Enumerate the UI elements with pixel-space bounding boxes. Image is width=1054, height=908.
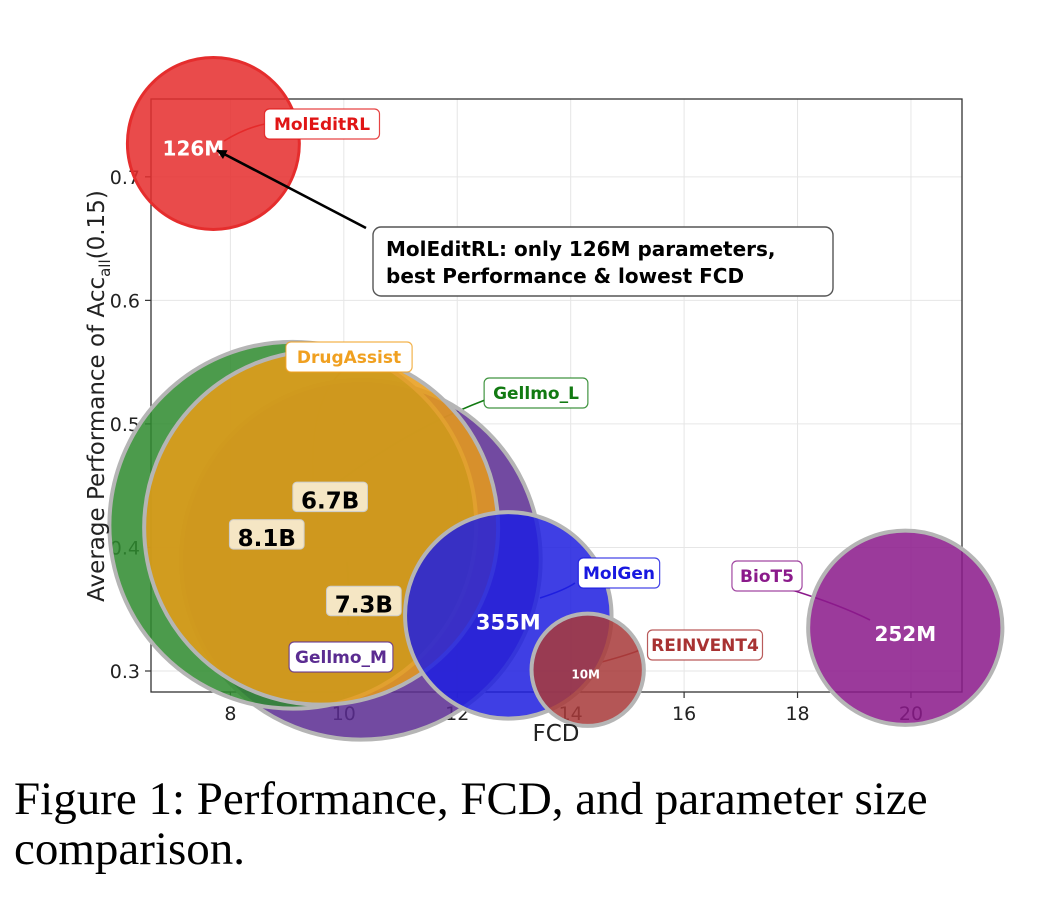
name-tag-box-gellmo-m: [288, 641, 394, 673]
name-tag-box-biot5: [731, 560, 803, 592]
size-label-drugassist: 6.7B: [301, 489, 359, 515]
size-label-reinvent4: 10M: [571, 667, 600, 681]
size-label-molgen: 355M: [476, 611, 541, 635]
x-tick-label: 18: [785, 703, 809, 725]
size-label-moleditrl: 126M: [163, 136, 225, 160]
callout-arrow: [216, 149, 367, 230]
size-label-box-gellmo-l: [228, 519, 305, 550]
size-label-box-gellmo-m: [325, 585, 402, 617]
callout-line-1: MolEditRL: only 126M parameters,: [386, 237, 776, 261]
name-tags: Gellmo_M Gellmo_L DrugAssist MolEditRL MolGe…: [263, 108, 803, 673]
name-tag-gellmo-m: Gellmo_M: [295, 648, 387, 668]
name-tag-box-drugassist: [285, 341, 413, 373]
bubble-biot5: [806, 528, 1005, 727]
name-tag-box-molgen: [577, 557, 661, 589]
bubble-reinvent4: [529, 611, 646, 728]
y-axis-label: Average Performance of Accall(0.15): [84, 190, 114, 602]
y-axis-label-subscript: all: [96, 259, 114, 277]
caption-line-1: Figure 1: Performance, FCD, and paramete…: [14, 773, 928, 825]
size-label-gellmo-l: 8.1B: [238, 526, 296, 552]
x-tick-label: 8: [224, 703, 236, 725]
name-tag-box-moleditrl: [263, 108, 381, 140]
bubble-moleditrl: [125, 55, 301, 231]
name-tag-biot5: BioT5: [740, 567, 794, 587]
x-axis-label: FCD: [533, 721, 580, 747]
bubble-chart: 81012141618200.30.40.50.60.7 7.3B8.1B6.7…: [84, 55, 1005, 747]
y-tick-label: 0.5: [110, 414, 140, 436]
x-tick-label: 16: [672, 703, 696, 725]
size-label-biot5: 252M: [874, 622, 936, 646]
name-tag-box-reinvent4: [646, 629, 764, 661]
name-tag-box-gellmo-l: [483, 377, 589, 409]
y-tick-label: 0.6: [110, 290, 140, 312]
y-axis-label-prefix: Average Performance of Acc: [84, 277, 110, 602]
name-tag-reinvent4: REINVENT4: [651, 636, 759, 656]
figure-caption: Figure 1: Performance, FCD, and paramete…: [14, 774, 1044, 874]
name-tag-molgen: MolGen: [583, 564, 655, 584]
name-tag-drugassist: DrugAssist: [297, 348, 401, 368]
callout-box: [372, 226, 834, 297]
callout-line-2: best Performance & lowest FCD: [386, 264, 744, 288]
size-labels: 7.3B 8.1B6.7B 126M 355M 252M 10M: [163, 136, 937, 681]
y-axis-label-suffix: (0.15): [84, 190, 110, 259]
size-label-gellmo-m: 7.3B: [335, 593, 393, 619]
name-tag-moleditrl: MolEditRL: [274, 115, 370, 135]
name-tag-gellmo-l: Gellmo_L: [493, 384, 579, 404]
size-label-box-drugassist: [292, 481, 368, 513]
y-tick-label: 0.3: [110, 661, 140, 683]
caption-line-2: comparison.: [14, 823, 246, 875]
callout: MolEditRL: only 126M parameters, best Per…: [216, 149, 834, 297]
